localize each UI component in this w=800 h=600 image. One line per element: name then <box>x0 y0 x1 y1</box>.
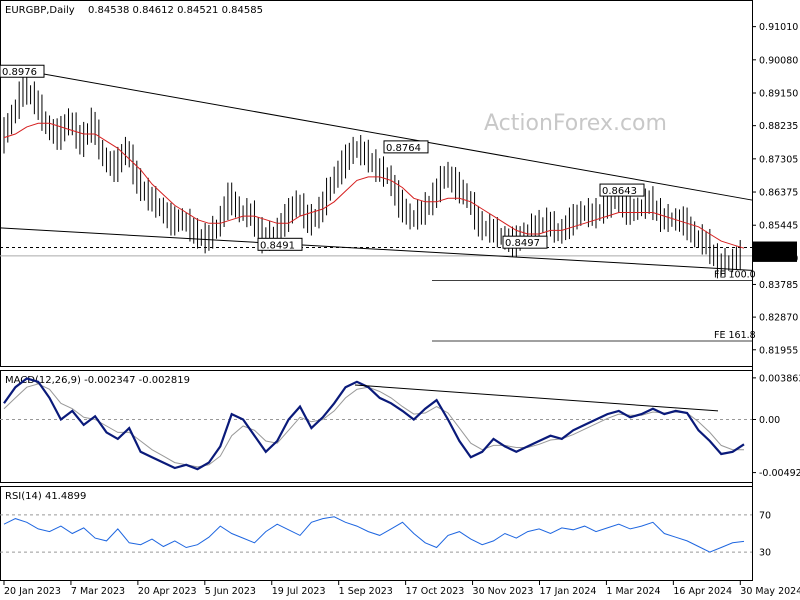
price-trendlines: FE 100.0 FE 161.8 <box>0 65 756 342</box>
x-tick-label: 7 Mar 2023 <box>71 586 125 597</box>
price-tick-label: 0.85445 <box>759 221 798 232</box>
x-tick-label: 17 Oct 2023 <box>406 586 465 597</box>
x-tick-label: 30 May 2024 <box>740 586 800 597</box>
watermark: ActionForex.com <box>484 111 667 136</box>
price-tick-label: 0.83785 <box>759 280 798 291</box>
macd-panel-frame <box>0 370 753 483</box>
macd-tick-label: 0.00 <box>759 415 780 426</box>
macd-main-line <box>3 377 745 471</box>
price-tick-label: 0.86375 <box>759 188 798 199</box>
x-axis-labels: 20 Jan 2023 7 Mar 2023 20 Apr 2023 5 Jun 20… <box>3 581 800 597</box>
x-tick-label: 20 Apr 2023 <box>138 586 197 597</box>
macd-title: MACD(12,26,9) -0.002347 -0.002819 <box>5 375 190 386</box>
annotation-label: 0.8497 <box>505 238 540 249</box>
price-tag-label: 0.84820 <box>757 244 796 255</box>
moving-average-line <box>3 122 745 249</box>
price-candles <box>3 71 741 279</box>
annotation-box <box>599 183 645 197</box>
x-tick-label: 16 Apr 2024 <box>673 586 732 597</box>
rsi-tick-label: 30 <box>759 548 771 559</box>
x-tick-label: 1 Sep 2023 <box>339 586 393 597</box>
annotation-box <box>257 237 303 251</box>
price-tick-label: 0.90080 <box>759 55 798 66</box>
x-tick-label: 19 Jul 2023 <box>272 586 326 597</box>
x-tick-label: 30 Nov 2023 <box>473 586 534 597</box>
annotation-box <box>0 64 45 78</box>
panel-frames <box>0 0 753 581</box>
annotation-label: 0.8643 <box>602 186 637 197</box>
x-tick-label: 1 Mar 2024 <box>606 586 660 597</box>
x-tick-label: 20 Jan 2023 <box>4 586 61 597</box>
price-tick-label: 0.82870 <box>759 313 798 324</box>
price-panel-frame <box>0 0 753 367</box>
rsi-tick-label: 70 <box>759 510 771 521</box>
price-tick-label: 0.88235 <box>759 121 798 132</box>
rsi-line <box>3 516 745 553</box>
rsi-axis-ticks: 70 30 <box>0 510 771 559</box>
price-ohlc-readout: 0.84538 0.84612 0.84521 0.84585 <box>88 5 263 16</box>
price-tick-label: 0.91010 <box>759 22 798 33</box>
rsi-title: RSI(14) 41.4899 <box>5 491 86 502</box>
lower-trendline <box>0 227 753 271</box>
price-tick-label: 0.89150 <box>759 89 798 100</box>
fib-label: FE 100.0 <box>714 269 756 280</box>
rsi-series <box>3 516 745 553</box>
annotation-box <box>383 140 429 154</box>
price-chart-title: EURGBP,Daily <box>5 5 75 16</box>
price-tick-label: 0.87305 <box>759 154 798 165</box>
price-axis-ticks: 0.91010 0.90080 0.89150 0.88235 0.87305 0.863… <box>752 22 798 356</box>
annotation-label: 0.8764 <box>386 143 421 154</box>
price-series <box>3 122 745 249</box>
macd-axis-ticks: 0.003863 0.00 -0.004926 <box>0 373 800 479</box>
price-tick-label: 0.81955 <box>759 345 798 356</box>
upper-trendline <box>0 65 753 201</box>
macd-signal-line <box>3 383 744 468</box>
macd-trendline <box>354 384 719 412</box>
x-tick-label: 5 Jun 2023 <box>205 586 256 597</box>
macd-series <box>3 377 745 471</box>
annotation-label: 0.8491 <box>260 240 295 251</box>
annotation-label: 0.8976 <box>2 67 37 78</box>
annotation-box <box>502 235 548 249</box>
fib-label: FE 161.8 <box>714 330 756 341</box>
price-tag-box <box>753 249 797 262</box>
x-tick-label: 17 Jan 2024 <box>539 586 596 597</box>
macd-tick-label: 0.003863 <box>759 373 800 384</box>
price-tag-label: 0.84585 <box>757 252 796 263</box>
macd-tick-label: -0.004926 <box>759 468 800 479</box>
